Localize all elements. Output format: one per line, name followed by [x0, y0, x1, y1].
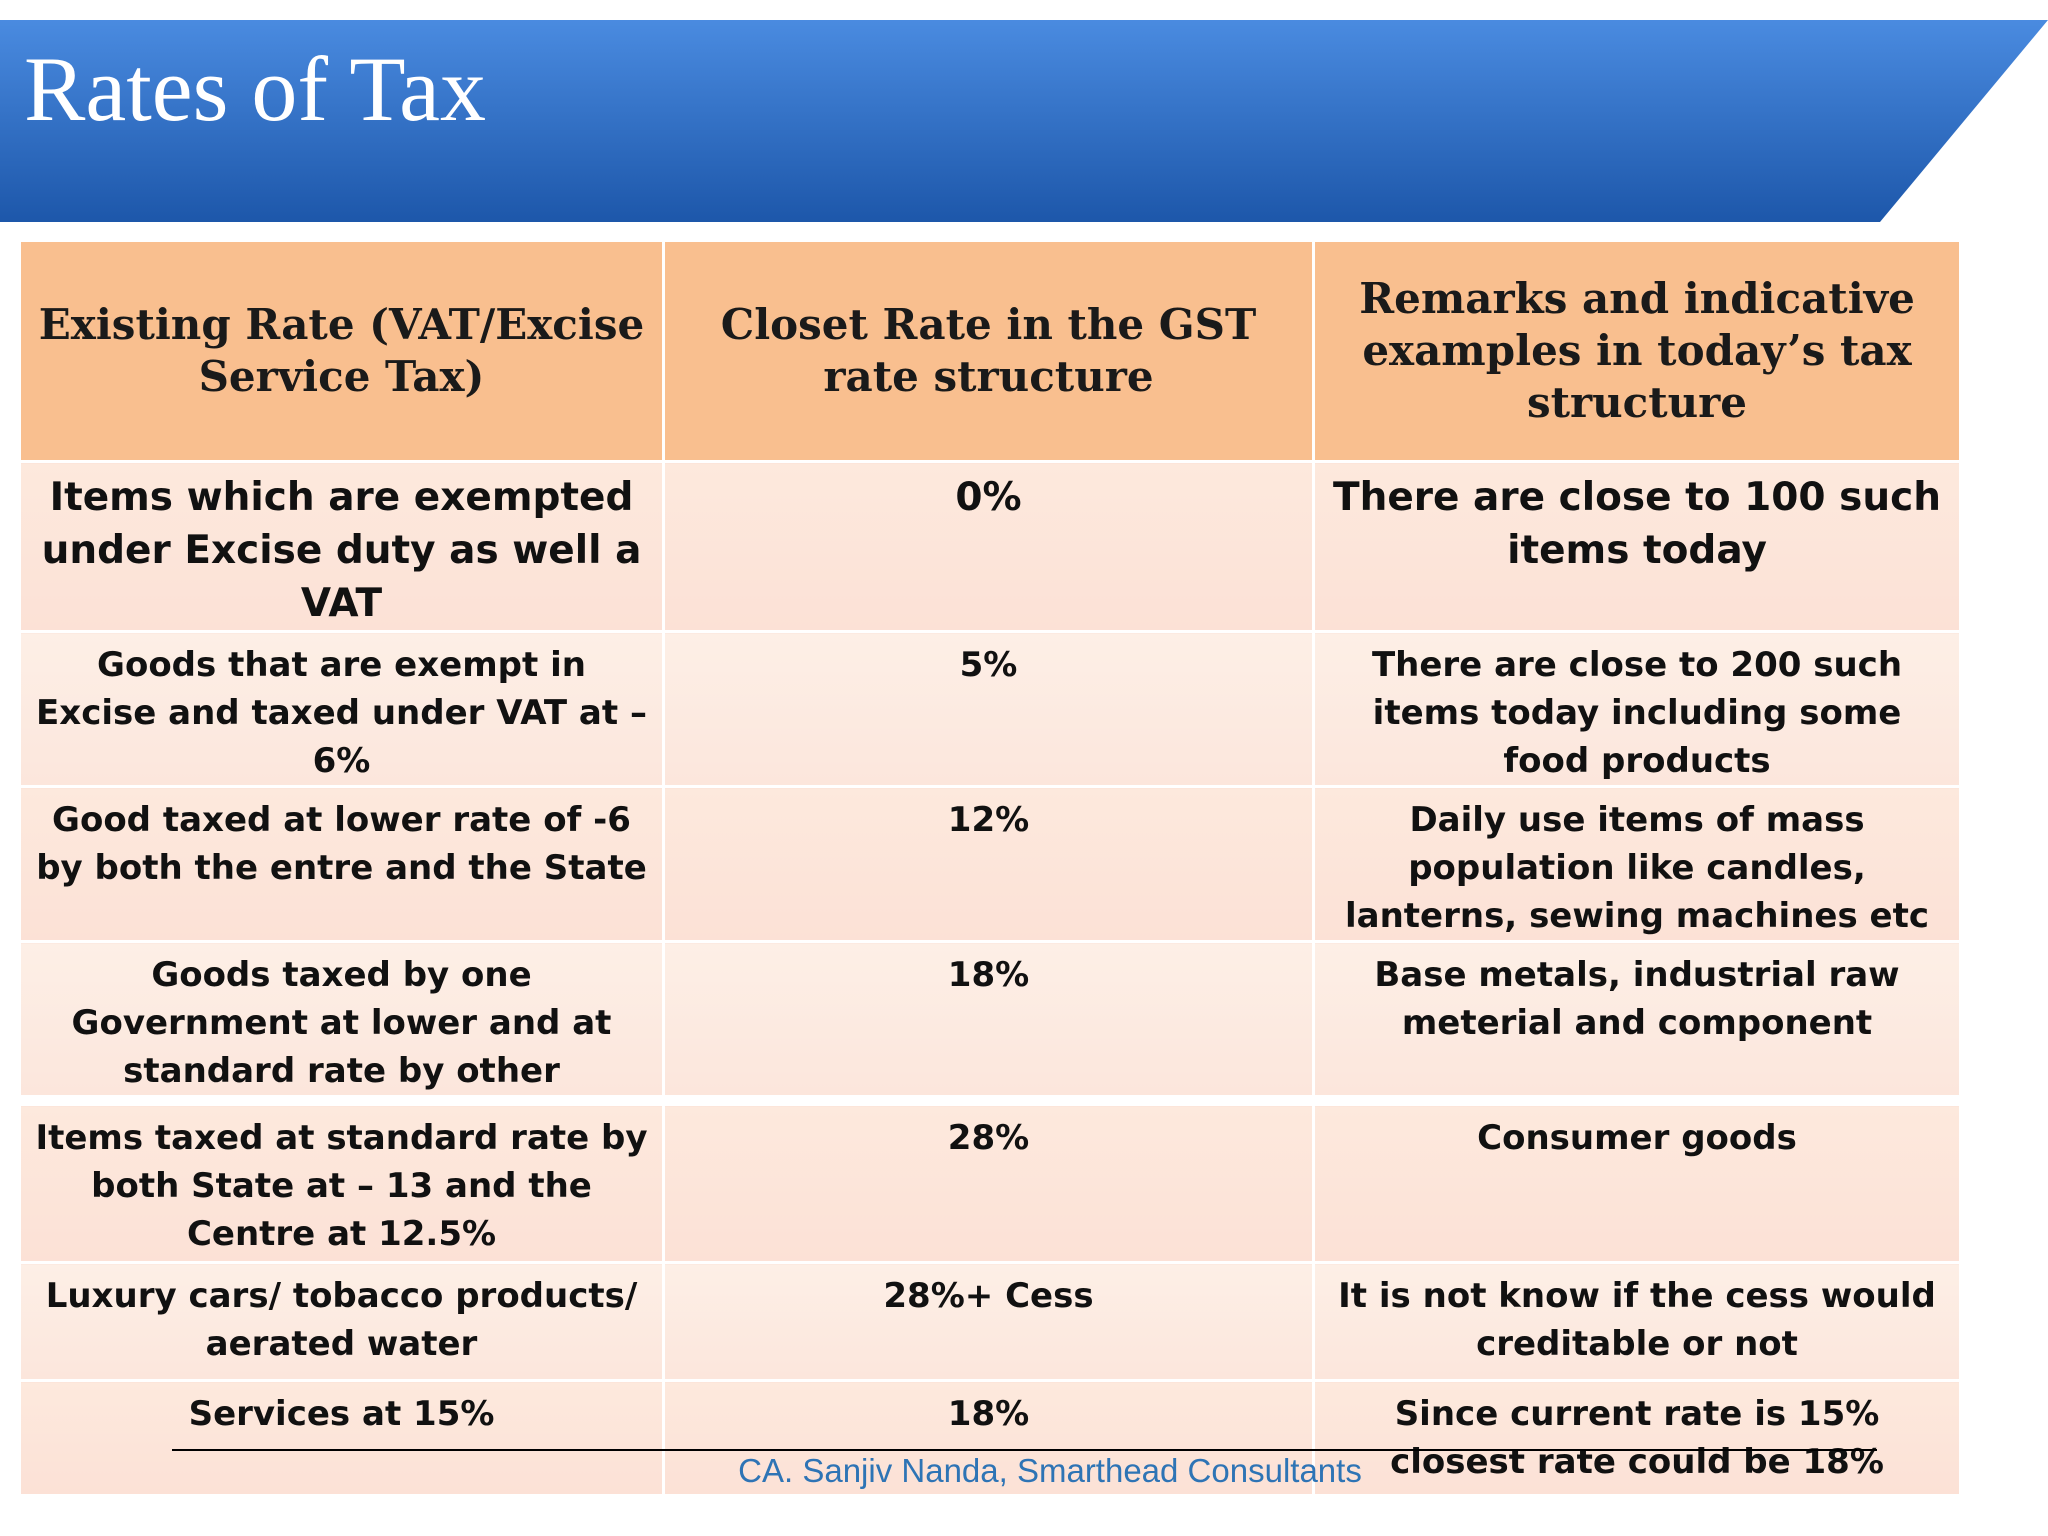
title-banner: [0, 20, 2048, 222]
table-cell: 18%: [662, 940, 1315, 1102]
table-cell: Goods taxed by one Government at lower a…: [18, 940, 665, 1102]
table-cell: There are close to 200 such items today …: [1312, 630, 1962, 788]
footer-rule: [172, 1449, 1877, 1451]
tax-table: Existing Rate (VAT/Excise Service Tax) Cl…: [18, 239, 1962, 1497]
table-row: Services at 15% 18% Since current rate is …: [18, 1379, 1962, 1497]
table-cell: 12%: [662, 785, 1315, 943]
table-row: Items which are exempted under Excise du…: [18, 460, 1962, 633]
banner-shape: [0, 20, 2048, 222]
table-cell: Luxury cars/ tobacco products/ aerated w…: [18, 1261, 665, 1382]
table-cell: Good taxed at lower rate of -6 by both t…: [18, 785, 665, 943]
table-row: Goods that are exempt in Excise and taxe…: [18, 630, 1962, 788]
column-header: Closet Rate in the GST rate structure: [662, 239, 1315, 463]
column-header: Existing Rate (VAT/Excise Service Tax): [18, 239, 665, 463]
table-cell: 28%: [662, 1095, 1315, 1264]
table-cell: There are close to 100 such items today: [1312, 460, 1962, 633]
column-header: Remarks and indicative examples in today…: [1312, 239, 1962, 463]
slide-title: Rates of Tax: [24, 38, 486, 140]
table-row: Items taxed at standard rate by both Sta…: [18, 1095, 1962, 1264]
table-cell: Since current rate is 15% closest rate c…: [1312, 1379, 1962, 1497]
table-row: Goods taxed by one Government at lower a…: [18, 940, 1962, 1102]
table-cell: 18%: [662, 1379, 1315, 1497]
table-row: Luxury cars/ tobacco products/ aerated w…: [18, 1261, 1962, 1382]
table-cell: Goods that are exempt in Excise and taxe…: [18, 630, 665, 788]
table-cell: Items which are exempted under Excise du…: [18, 460, 665, 633]
table-cell: Daily use items of mass population like …: [1312, 785, 1962, 943]
table-cell: 28%+ Cess: [662, 1261, 1315, 1382]
table-cell: Consumer goods: [1312, 1095, 1962, 1264]
table-cell: It is not know if the cess would credita…: [1312, 1261, 1962, 1382]
table-cell: Items taxed at standard rate by both Sta…: [18, 1095, 665, 1264]
table-cell: Services at 15%: [18, 1379, 665, 1497]
table-row: Good taxed at lower rate of -6 by both t…: [18, 785, 1962, 943]
footer-text: CA. Sanjiv Nanda, Smarthead Consultants: [738, 1452, 1362, 1489]
table-cell: 5%: [662, 630, 1315, 788]
table-cell: 0%: [662, 460, 1315, 633]
table-cell: Base metals, industrial raw meterial and…: [1312, 940, 1962, 1102]
header-row: Existing Rate (VAT/Excise Service Tax) Cl…: [18, 239, 1962, 463]
